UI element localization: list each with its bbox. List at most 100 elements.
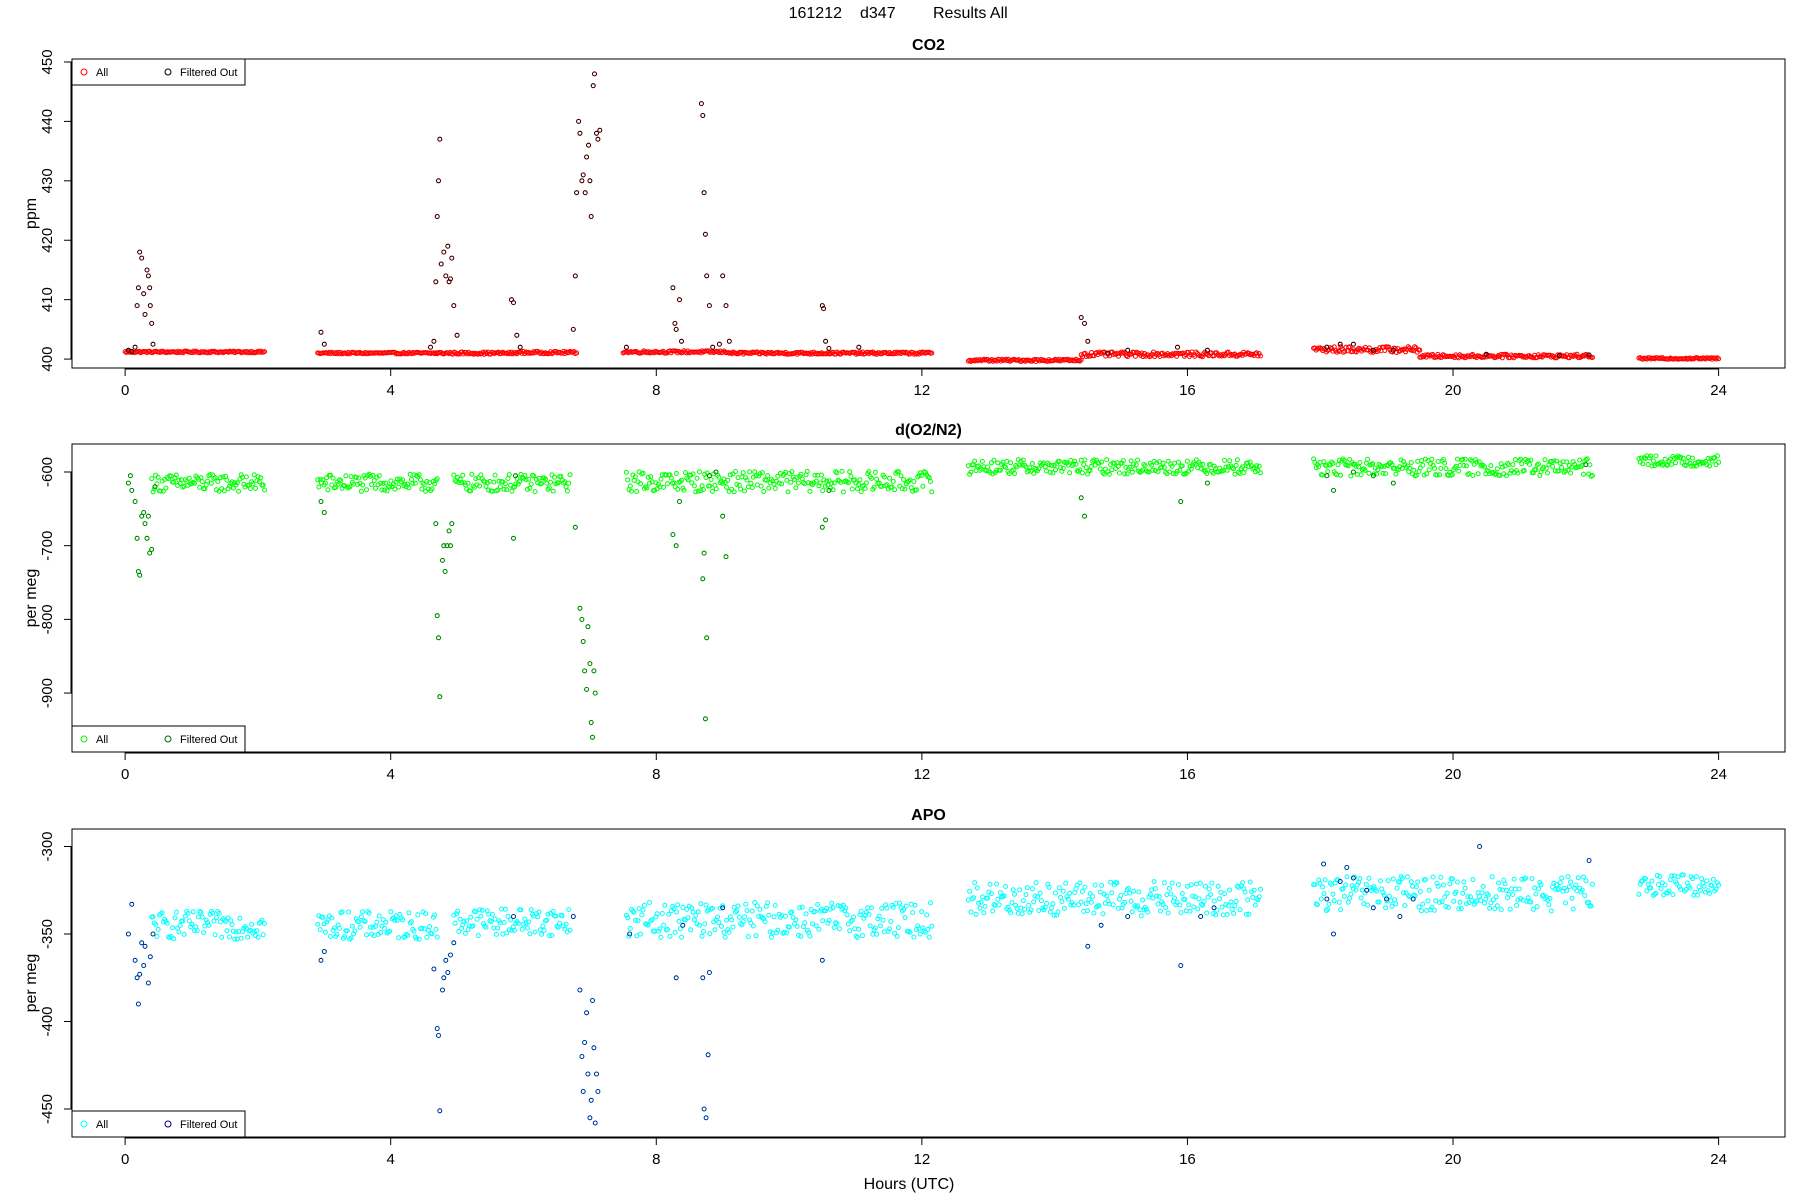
- data-point: [793, 917, 799, 923]
- data-point: [713, 486, 719, 492]
- data-point: [1246, 911, 1252, 917]
- data-point: [549, 472, 555, 478]
- data-point: [1056, 458, 1062, 464]
- data-point: [774, 930, 779, 936]
- data-point: [1461, 879, 1467, 885]
- data-point: [475, 933, 481, 939]
- data-point: [1410, 883, 1415, 889]
- data-point: [182, 913, 188, 919]
- data-point: [1164, 892, 1170, 898]
- data-point: [643, 484, 649, 490]
- data-point: [1503, 351, 1509, 357]
- data-point: [1340, 886, 1346, 892]
- data-point: [817, 480, 823, 486]
- data-point: [515, 920, 521, 926]
- data-point: [427, 924, 432, 929]
- filtered-point: [594, 1071, 599, 1077]
- data-point: [392, 486, 398, 492]
- data-point: [727, 472, 733, 478]
- data-point: [493, 931, 499, 937]
- data-point: [343, 473, 349, 479]
- data-point: [1091, 910, 1097, 916]
- data-point: [1242, 889, 1248, 895]
- data-point: [234, 480, 240, 486]
- filtered-point: [1324, 344, 1330, 350]
- data-point: [879, 905, 885, 911]
- filtered-point: [590, 998, 595, 1003]
- data-point: [432, 912, 438, 918]
- data-point: [1047, 909, 1053, 915]
- data-point: [1462, 456, 1468, 462]
- data-point: [260, 932, 266, 938]
- data-point: [1568, 879, 1574, 885]
- data-point: [632, 474, 638, 480]
- data-point: [1690, 455, 1695, 461]
- data-point: [1249, 889, 1254, 895]
- data-point: [718, 923, 724, 929]
- data-point: [1688, 463, 1694, 469]
- data-point: [544, 480, 550, 486]
- data-point: [1464, 901, 1469, 907]
- data-point: [1370, 461, 1376, 467]
- filtered-point: [580, 172, 586, 178]
- legend-label: Filtered Out: [180, 734, 237, 746]
- data-point: [1325, 469, 1331, 474]
- data-point: [1455, 456, 1460, 462]
- data-point: [1090, 894, 1096, 899]
- data-point: [320, 914, 326, 920]
- data-point: [851, 914, 856, 920]
- data-point: [526, 919, 532, 925]
- filtered-point: [580, 1089, 586, 1094]
- data-point: [1051, 912, 1057, 918]
- data-point: [1165, 458, 1171, 464]
- data-point: [1161, 465, 1167, 470]
- data-point: [172, 915, 178, 921]
- filtered-point: [584, 1010, 589, 1016]
- data-point: [1108, 879, 1114, 885]
- data-point: [160, 488, 166, 494]
- data-point: [1026, 902, 1032, 908]
- data-point: [987, 881, 993, 887]
- data-point: [1462, 885, 1468, 891]
- data-point: [976, 463, 982, 469]
- data-point: [1232, 903, 1238, 909]
- filtered-point: [1384, 896, 1389, 902]
- data-point: [1217, 896, 1222, 902]
- data-point: [365, 473, 371, 478]
- data-point: [1431, 465, 1437, 471]
- data-point: [1431, 907, 1437, 913]
- data-point: [733, 469, 738, 474]
- data-point: [1128, 458, 1134, 464]
- data-point: [689, 905, 695, 911]
- data-point: [1229, 906, 1235, 912]
- data-point: [1590, 355, 1595, 360]
- data-point: [1003, 884, 1008, 889]
- data-point: [697, 469, 702, 475]
- data-point: [1127, 890, 1133, 896]
- data-point: [725, 477, 731, 483]
- data-point: [1250, 466, 1256, 472]
- data-point: [672, 929, 678, 935]
- data-point: [623, 912, 629, 918]
- data-point: [834, 470, 840, 476]
- data-point: [889, 484, 895, 490]
- data-point: [1488, 463, 1494, 469]
- data-point: [854, 486, 860, 492]
- data-point: [1192, 894, 1198, 900]
- filtered-point: [577, 605, 583, 611]
- data-point: [804, 468, 810, 474]
- data-point: [1169, 880, 1175, 886]
- data-point: [563, 921, 569, 927]
- data-point: [1500, 887, 1505, 893]
- data-point: [690, 471, 696, 477]
- x-tick-label: 0: [121, 382, 129, 399]
- data-point: [640, 470, 646, 476]
- data-point: [722, 934, 728, 940]
- legend-marker: [164, 68, 172, 76]
- data-point: [1426, 467, 1432, 473]
- data-point: [491, 479, 497, 485]
- filtered-point: [139, 940, 145, 946]
- filtered-point: [445, 243, 451, 249]
- data-point: [495, 925, 501, 931]
- data-point: [1338, 907, 1344, 913]
